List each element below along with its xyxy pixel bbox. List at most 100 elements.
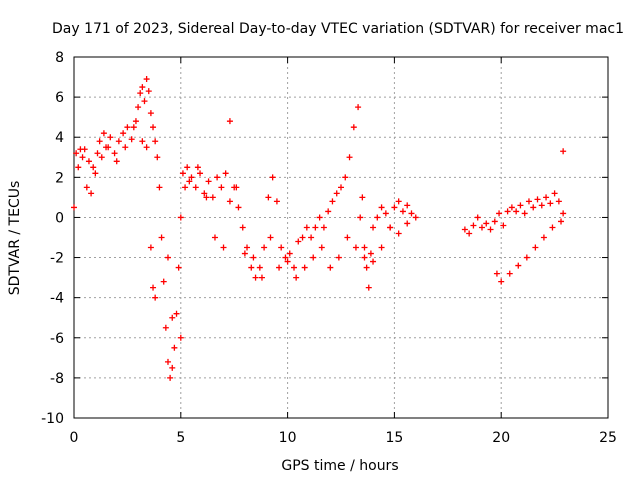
data-point bbox=[98, 154, 105, 161]
data-point bbox=[312, 224, 319, 231]
data-point bbox=[88, 190, 95, 197]
data-point bbox=[147, 244, 154, 251]
data-point bbox=[466, 230, 473, 237]
data-point bbox=[361, 244, 368, 251]
data-point bbox=[350, 124, 357, 131]
data-point bbox=[487, 226, 494, 233]
y-axis-label: SDTVAR / TECUs bbox=[7, 181, 23, 296]
data-point bbox=[128, 136, 135, 143]
data-point bbox=[269, 174, 276, 181]
data-point bbox=[538, 202, 545, 209]
data-point bbox=[310, 254, 317, 261]
data-point bbox=[395, 230, 402, 237]
data-point bbox=[378, 244, 385, 251]
grid bbox=[74, 57, 608, 418]
data-point bbox=[209, 194, 216, 201]
axis-ticks bbox=[73, 56, 609, 419]
data-point bbox=[399, 208, 406, 215]
data-point bbox=[132, 118, 139, 125]
data-point bbox=[412, 214, 419, 221]
data-point bbox=[543, 194, 550, 201]
data-point bbox=[90, 164, 97, 171]
data-point bbox=[107, 134, 114, 141]
data-point bbox=[214, 174, 221, 181]
data-point bbox=[244, 244, 251, 251]
data-point bbox=[145, 88, 152, 95]
data-point bbox=[338, 184, 344, 191]
data-point bbox=[150, 284, 157, 291]
data-point bbox=[491, 218, 498, 225]
data-point bbox=[521, 210, 528, 217]
data-point bbox=[549, 224, 556, 231]
data-point bbox=[370, 224, 377, 231]
data-point bbox=[327, 264, 334, 271]
data-point bbox=[293, 274, 300, 281]
data-point bbox=[555, 198, 562, 205]
data-point bbox=[530, 204, 537, 211]
data-point bbox=[137, 90, 144, 97]
data-point bbox=[278, 244, 285, 251]
data-point bbox=[478, 224, 485, 231]
data-point bbox=[92, 170, 99, 177]
data-point bbox=[164, 358, 171, 365]
data-point bbox=[267, 234, 274, 241]
data-point bbox=[248, 264, 255, 271]
data-point bbox=[540, 234, 547, 241]
data-point bbox=[308, 234, 315, 241]
data-point bbox=[201, 190, 208, 197]
data-point bbox=[169, 364, 176, 371]
x-tick-label: 25 bbox=[599, 430, 617, 446]
data-point bbox=[276, 264, 283, 271]
data-point bbox=[534, 196, 541, 203]
data-point bbox=[186, 178, 193, 185]
data-point bbox=[256, 264, 263, 271]
data-point bbox=[94, 150, 101, 157]
data-point bbox=[252, 274, 259, 281]
data-point bbox=[218, 184, 225, 191]
data-point bbox=[532, 244, 539, 251]
y-tick-label: -2 bbox=[50, 251, 64, 267]
data-point bbox=[352, 244, 359, 251]
chart-title: Day 171 of 2023, Sidereal Day-to-day VTE… bbox=[52, 21, 624, 37]
data-point bbox=[203, 194, 210, 201]
data-point bbox=[162, 324, 169, 331]
data-point bbox=[560, 148, 567, 155]
data-point bbox=[182, 184, 189, 191]
x-tick-label: 5 bbox=[176, 430, 185, 446]
data-point bbox=[496, 210, 503, 217]
data-point bbox=[192, 184, 199, 191]
data-point bbox=[81, 146, 88, 153]
data-point bbox=[500, 222, 507, 229]
data-point bbox=[286, 250, 293, 257]
data-point bbox=[483, 220, 490, 227]
data-point bbox=[188, 174, 195, 181]
data-point bbox=[508, 204, 515, 211]
data-point bbox=[365, 284, 372, 291]
data-point bbox=[211, 234, 218, 241]
data-point bbox=[115, 138, 122, 145]
data-point bbox=[205, 178, 212, 185]
data-point bbox=[513, 208, 520, 215]
data-point bbox=[75, 164, 82, 171]
data-point bbox=[235, 204, 242, 211]
data-point bbox=[122, 144, 129, 151]
data-point bbox=[295, 238, 302, 245]
y-tick-label: 8 bbox=[55, 50, 64, 66]
data-point bbox=[150, 124, 157, 131]
data-point bbox=[301, 264, 308, 271]
data-point bbox=[139, 84, 146, 91]
data-point bbox=[197, 170, 204, 177]
x-tick-label: 0 bbox=[70, 430, 79, 446]
data-point bbox=[241, 250, 248, 257]
y-tick-label: -10 bbox=[41, 411, 64, 427]
data-point bbox=[73, 150, 80, 157]
data-point bbox=[141, 98, 148, 105]
data-point bbox=[147, 110, 154, 117]
data-point bbox=[515, 262, 522, 269]
data-point bbox=[303, 224, 310, 231]
data-point bbox=[391, 204, 398, 211]
data-point bbox=[363, 264, 370, 271]
data-point bbox=[85, 158, 92, 165]
data-point bbox=[111, 150, 118, 157]
data-point bbox=[152, 138, 159, 145]
